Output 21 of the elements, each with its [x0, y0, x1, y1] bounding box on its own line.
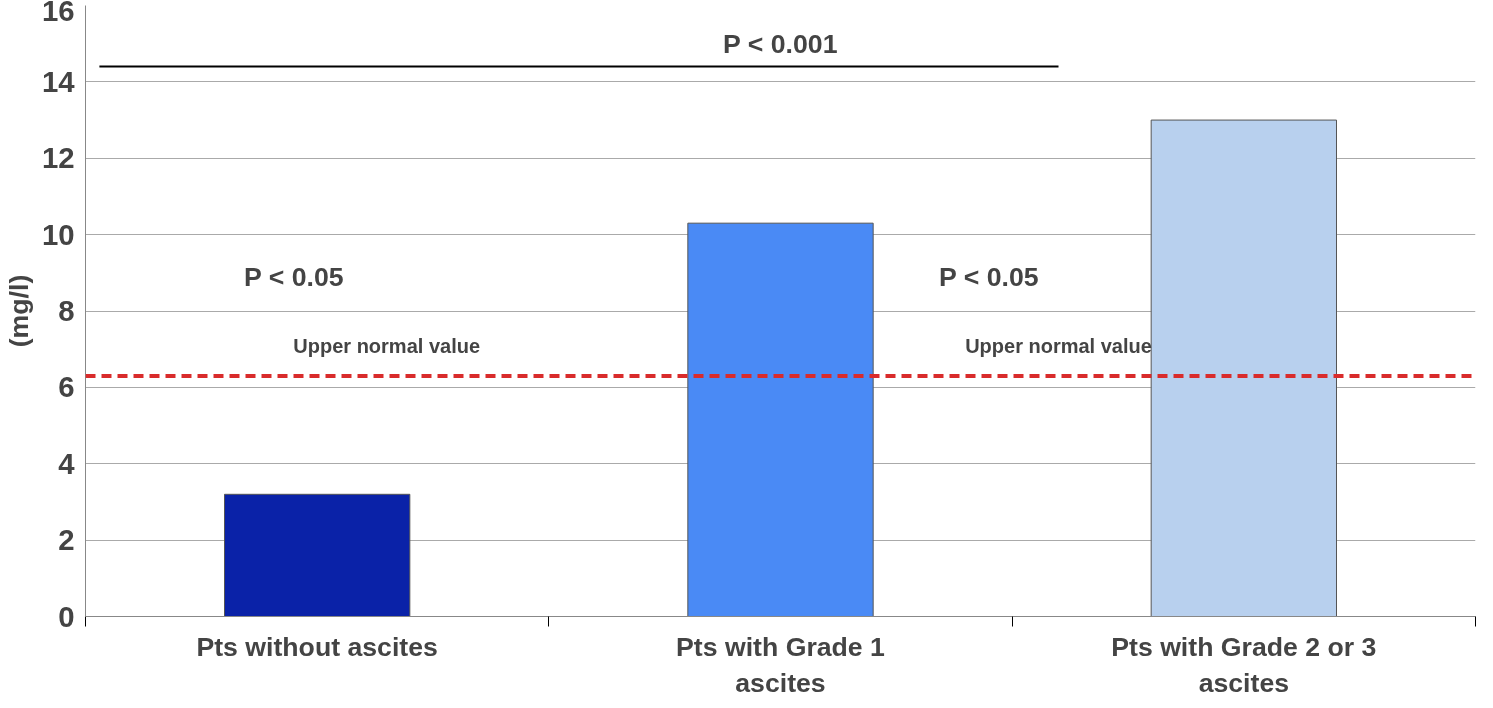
y-tick-label: 2 [58, 523, 75, 557]
y-axis-title: (mg/l) [3, 274, 34, 348]
y-tick-label: 4 [58, 446, 76, 480]
x-tick-label: Pts with Grade 2 or 3 ascites [1111, 631, 1377, 698]
bar [1150, 119, 1337, 617]
y-tick-label: 16 [41, 0, 75, 27]
annotation: P < 0.001 [723, 28, 838, 59]
annotation: Upper normal value [965, 334, 1152, 357]
y-tick-label: 12 [41, 141, 75, 175]
x-tick-label: Pts without ascites [196, 631, 438, 662]
y-tick-label: 14 [41, 64, 76, 98]
x-tick-label: Pts with Grade 1 ascites [676, 631, 886, 698]
bar [224, 493, 411, 617]
y-tick-label: 0 [58, 599, 75, 633]
y-tick-label: 8 [58, 294, 75, 327]
annotation: Upper normal value [293, 334, 481, 357]
annotation: P < 0.05 [243, 261, 344, 292]
y-tick-label: 6 [58, 370, 75, 404]
bar [687, 222, 874, 617]
y-tick-label: 10 [41, 217, 75, 251]
annotation: P < 0.05 [938, 261, 1039, 292]
